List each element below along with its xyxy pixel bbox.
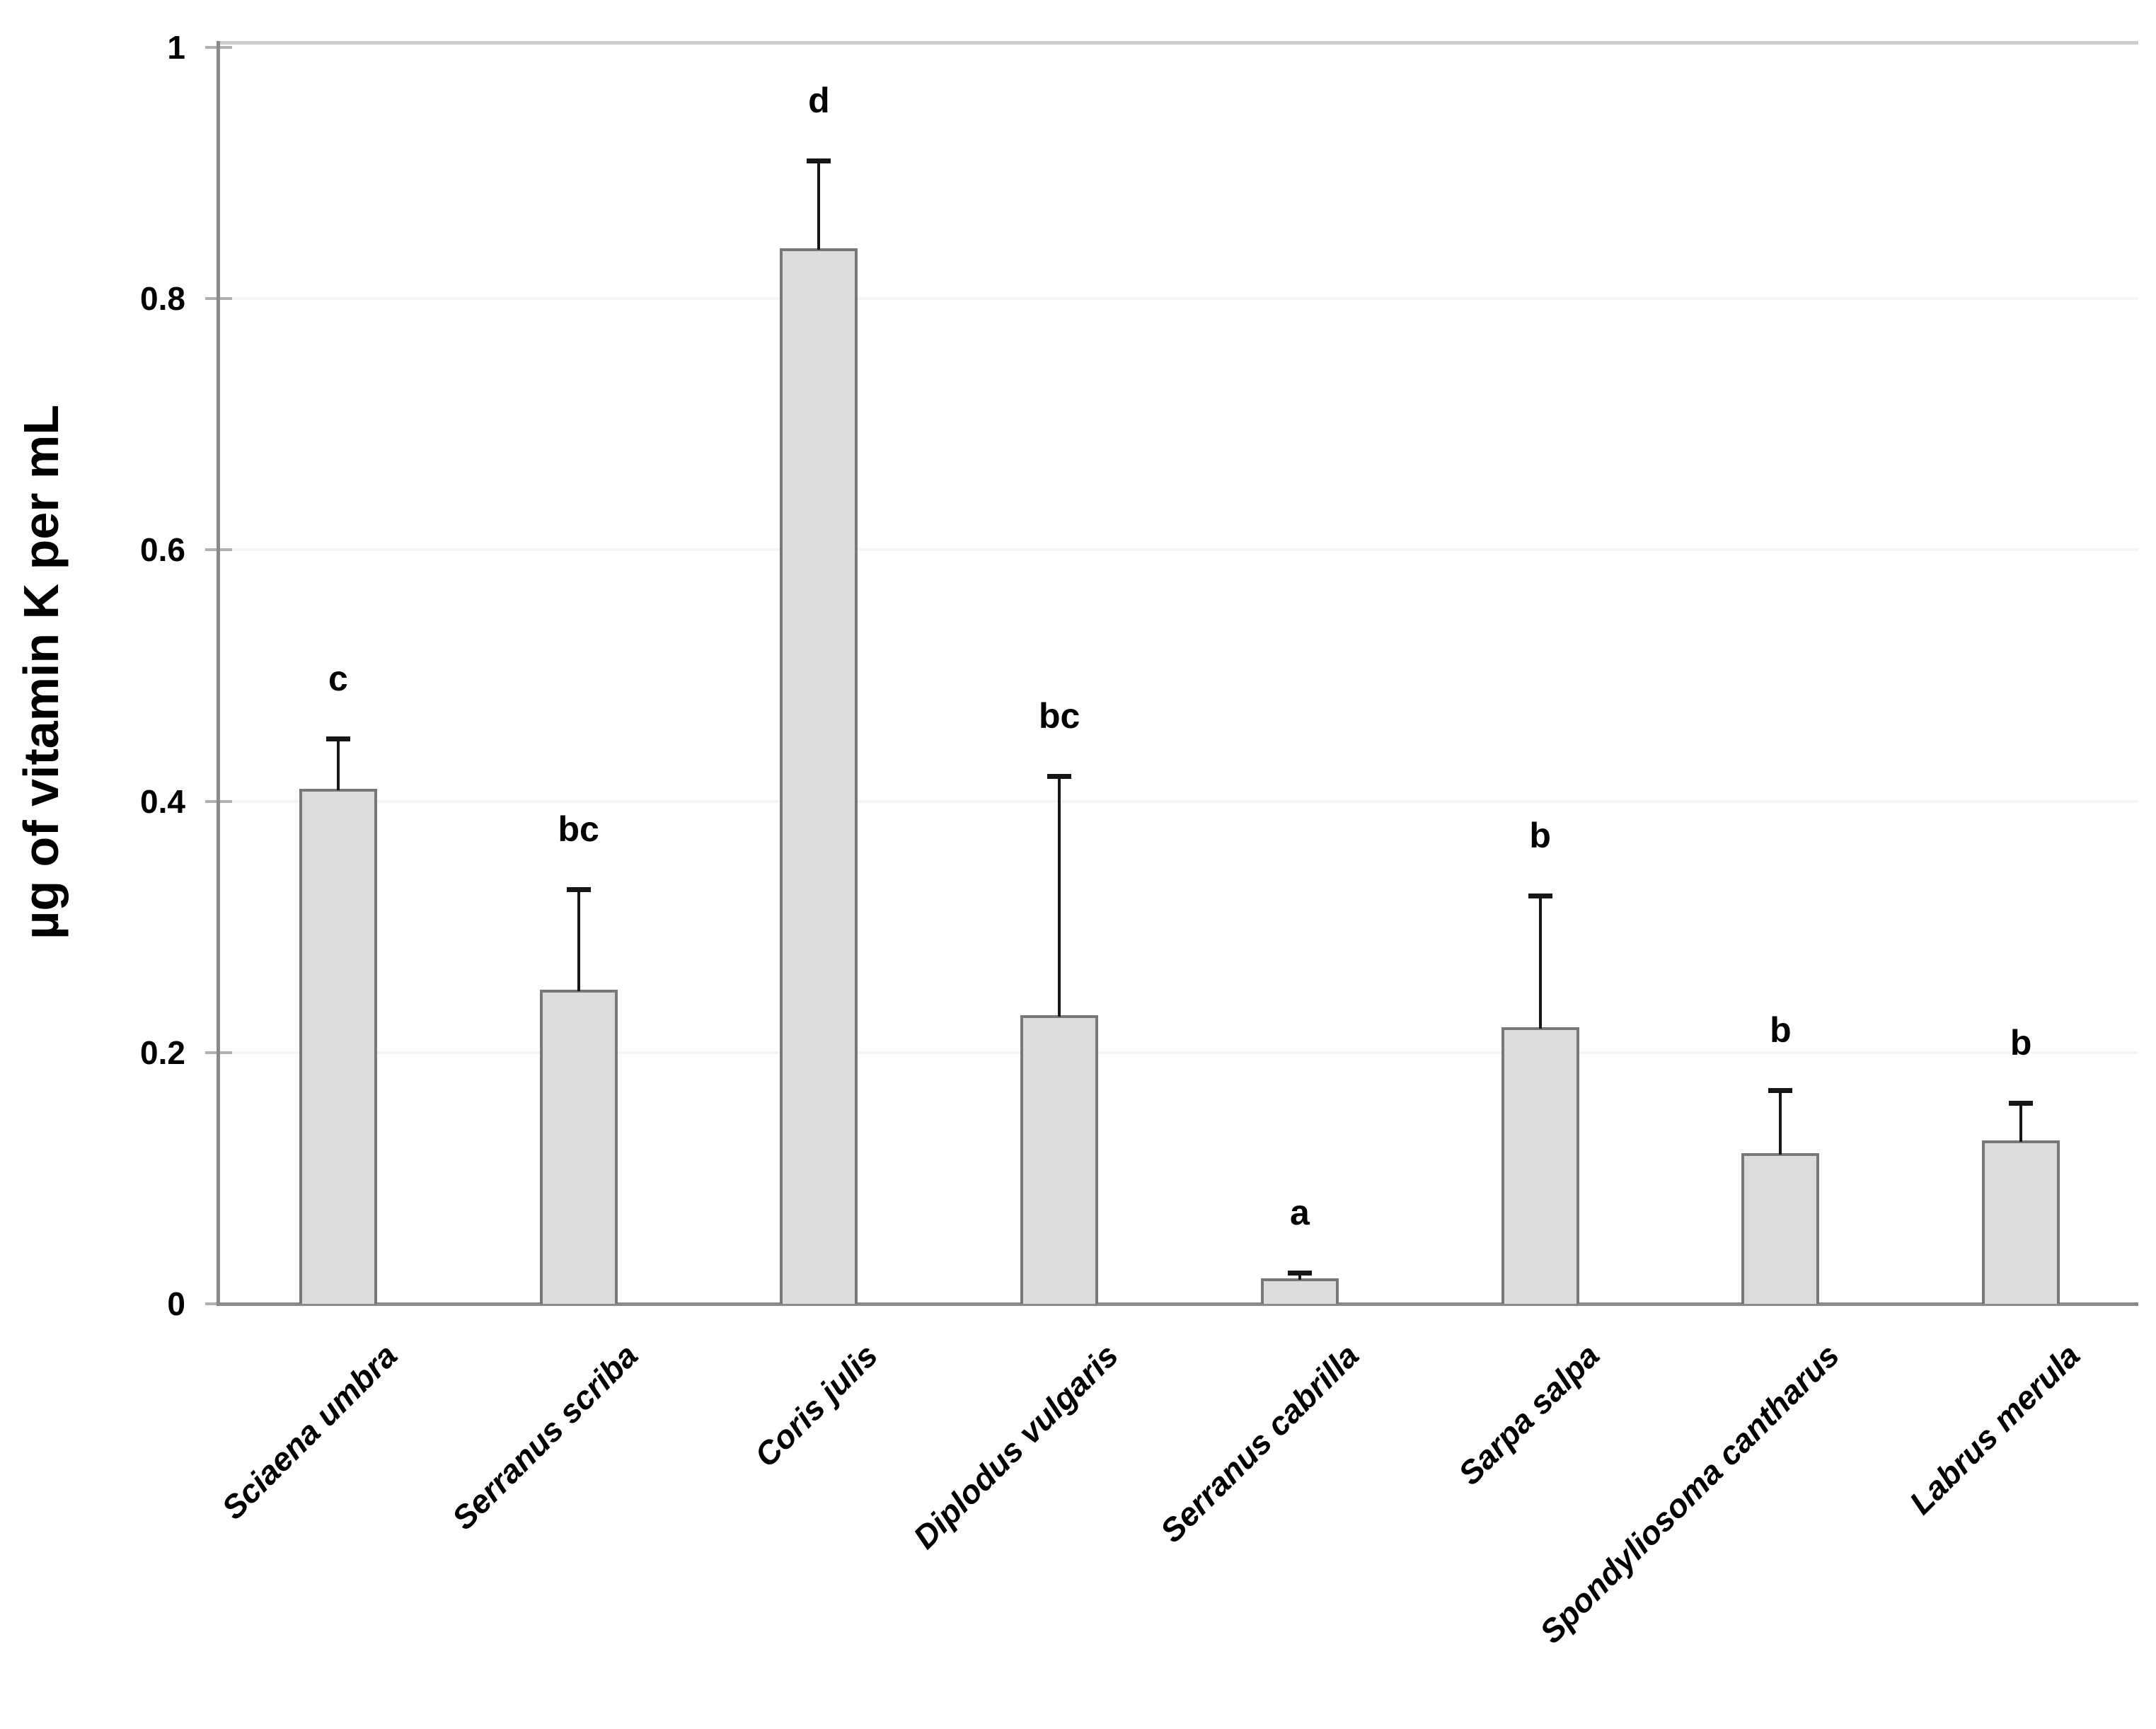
x-axis-label: Serranus cabrilla <box>1153 1336 1366 1550</box>
error-bar-cap <box>566 886 591 892</box>
gridline <box>220 799 2138 803</box>
error-bar-cap <box>1047 774 1072 780</box>
y-tick-label: 0.4 <box>140 782 185 820</box>
x-axis-label: Coris julis <box>747 1336 885 1474</box>
y-axis-line <box>217 41 220 1306</box>
plot-top-border <box>217 41 2138 45</box>
significance-letter: b <box>1529 815 1551 855</box>
error-bar-cap <box>325 736 350 741</box>
bar <box>1501 1027 1579 1304</box>
y-tick-label: 0.2 <box>140 1034 185 1071</box>
x-axis-label: Sarpa salpa <box>1451 1336 1606 1492</box>
bar <box>299 788 377 1304</box>
error-bar-cap <box>2009 1100 2034 1106</box>
error-bar <box>817 160 821 250</box>
x-axis-label: Spondyliosoma cantharus <box>1533 1336 1847 1650</box>
gridline <box>220 1051 2138 1054</box>
x-axis-label: Labrus merula <box>1902 1336 2087 1522</box>
error-bar <box>336 738 340 790</box>
error-bar <box>1779 1090 1782 1155</box>
bar <box>539 990 618 1304</box>
gridline <box>220 297 2138 301</box>
x-axis-label: Diplodus vulgaris <box>906 1336 1126 1556</box>
error-bar <box>1058 776 1061 1017</box>
y-tick-label: 1 <box>167 29 185 66</box>
gridline <box>220 548 2138 552</box>
significance-letter: bc <box>558 809 599 849</box>
error-bar-cap <box>1287 1270 1312 1276</box>
error-bar <box>1298 1272 1301 1280</box>
error-bar <box>1538 895 1542 1029</box>
significance-letter: c <box>328 658 348 698</box>
x-axis-line <box>217 1302 2138 1306</box>
bar <box>1741 1152 1820 1304</box>
significance-letter: bc <box>1038 696 1080 736</box>
error-bar-cap <box>807 158 831 163</box>
significance-letter: b <box>1770 1010 1792 1051</box>
significance-letter: a <box>1289 1192 1310 1232</box>
x-axis-label: Serranus scriba <box>444 1336 645 1537</box>
y-tick-label: 0 <box>167 1285 185 1322</box>
significance-letter: d <box>808 80 830 120</box>
bar <box>1982 1140 2060 1304</box>
error-bar-cap <box>1768 1088 1793 1094</box>
y-tick-label: 0.8 <box>140 280 185 318</box>
y-axis-title: µg of vitamin K per mL <box>13 405 69 939</box>
bar <box>1260 1278 1339 1304</box>
y-tick-label: 0.6 <box>140 531 185 569</box>
error-bar <box>577 889 580 991</box>
error-bar <box>2019 1102 2023 1143</box>
x-axis-label: Sciaena umbra <box>214 1336 405 1527</box>
bar <box>780 248 858 1304</box>
bar <box>1020 1014 1099 1304</box>
significance-letter: b <box>2010 1022 2032 1063</box>
error-bar-cap <box>1528 893 1552 898</box>
